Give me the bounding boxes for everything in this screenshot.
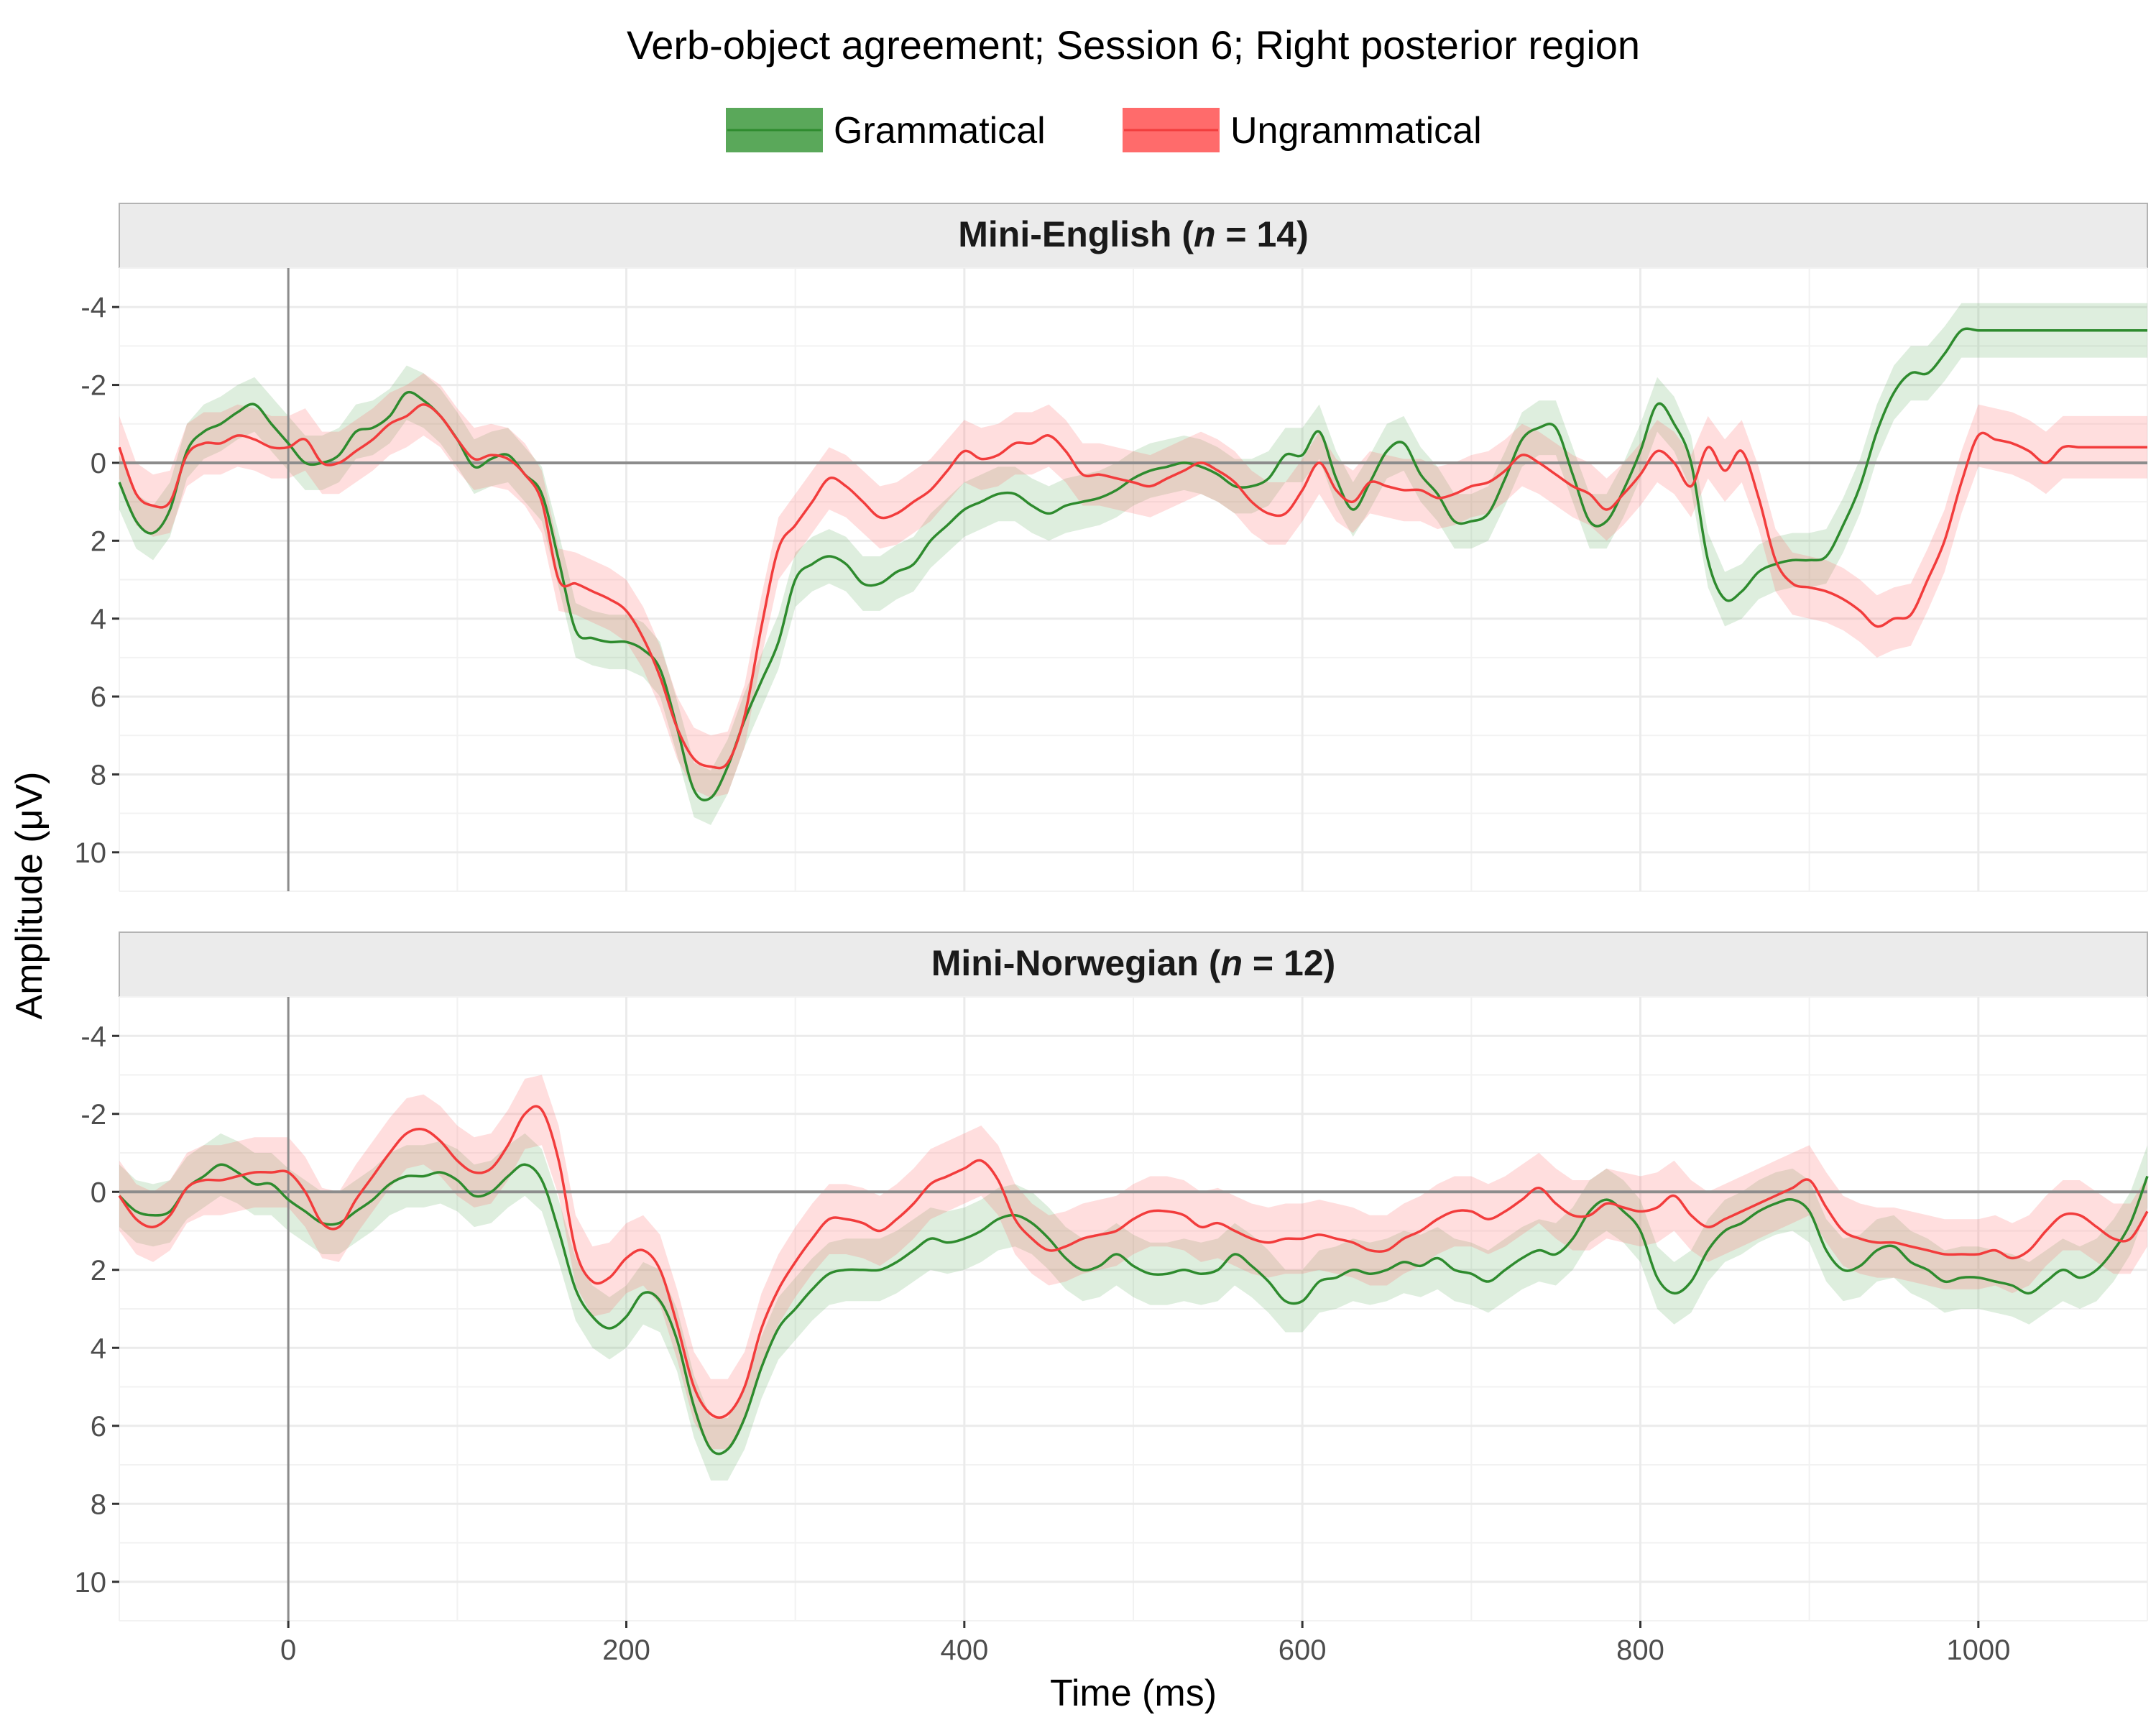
series-lines — [118, 327, 2147, 801]
strip-label: Mini-Norwegian (n = 12) — [931, 943, 1336, 983]
y-axis-title: Amplitude (μV) — [9, 772, 50, 1020]
strip-label: Mini-English (n = 14) — [958, 214, 1309, 254]
legend: Grammatical Ungrammatical — [726, 108, 1482, 152]
series-line-ungrammatical — [118, 1105, 2149, 1419]
ci-bands — [119, 303, 2147, 825]
x-tick-label: 200 — [602, 1634, 650, 1666]
strip-background — [119, 203, 2148, 269]
y-tick-label: -2 — [80, 1099, 106, 1131]
y-axis: -4 -2 0 2 4 6 8 10 — [75, 1021, 119, 1598]
ci-bands — [119, 1075, 2147, 1481]
y-tick-label: 6 — [91, 1411, 106, 1443]
series-line-grammatical — [118, 1163, 2149, 1455]
legend-label-ungrammatical: Ungrammatical — [1230, 110, 1482, 152]
y-tick-label: -2 — [80, 370, 106, 402]
strip-label-suffix: = 12) — [1243, 943, 1335, 983]
ci-band-grammatical — [119, 1133, 2147, 1481]
x-tick-label: 1000 — [1946, 1634, 2010, 1666]
y-tick-label: 6 — [91, 681, 106, 713]
strip-label-suffix: = 14) — [1216, 214, 1309, 254]
y-tick-label: 10 — [75, 1567, 107, 1598]
x-axis-title: Time (ms) — [1050, 1673, 1217, 1714]
strip-label-prefix: Mini-English ( — [958, 214, 1194, 254]
y-tick-label: -4 — [80, 1021, 106, 1052]
reference-lines — [119, 997, 2147, 1621]
y-tick-label: 2 — [91, 1255, 106, 1287]
legend-item-ungrammatical: Ungrammatical — [1123, 108, 1482, 152]
y-tick-label: 2 — [91, 525, 106, 557]
x-tick-label: 400 — [940, 1634, 988, 1666]
x-tick-label: 0 — [280, 1634, 296, 1666]
series-line-ungrammatical — [118, 402, 2147, 770]
ci-band-grammatical — [119, 303, 2147, 825]
y-tick-label: 4 — [91, 1333, 106, 1364]
strip-label-italic: n — [1194, 214, 1216, 254]
y-tick-label: 8 — [91, 759, 106, 791]
y-tick-label: 4 — [91, 604, 106, 635]
x-tick-label: 600 — [1279, 1634, 1327, 1666]
y-tick-label: 0 — [91, 1177, 106, 1208]
legend-label-grammatical: Grammatical — [834, 110, 1046, 152]
legend-item-grammatical: Grammatical — [726, 108, 1046, 152]
gridlines — [119, 267, 2148, 892]
y-tick-label: 8 — [91, 1489, 106, 1520]
strip-background — [119, 932, 2148, 998]
y-tick-label: -4 — [80, 292, 106, 323]
y-axis: -4 -2 0 2 4 6 8 10 — [75, 292, 119, 869]
panel-mini-norwegian: Mini-Norwegian (n = 12) -4 -2 0 2 4 6 8 10 — [75, 932, 2149, 1622]
reference-lines — [119, 268, 2147, 891]
x-tick-label: 800 — [1616, 1634, 1664, 1666]
strip-label-prefix: Mini-Norwegian ( — [931, 943, 1221, 983]
strip-label-italic: n — [1220, 943, 1243, 983]
panel-mini-english: Mini-English (n = 14) -4 -2 0 2 4 6 8 10 — [75, 203, 2148, 892]
x-axis: 0 200 400 600 800 1000 — [280, 1621, 2010, 1666]
series-lines — [118, 1105, 2149, 1455]
y-tick-label: 10 — [75, 837, 107, 869]
gridlines — [119, 996, 2148, 1622]
chart-title: Verb-object agreement; Session 6; Right … — [627, 22, 1640, 68]
y-tick-label: 0 — [91, 448, 106, 479]
ci-band-ungrammatical — [119, 373, 2147, 798]
